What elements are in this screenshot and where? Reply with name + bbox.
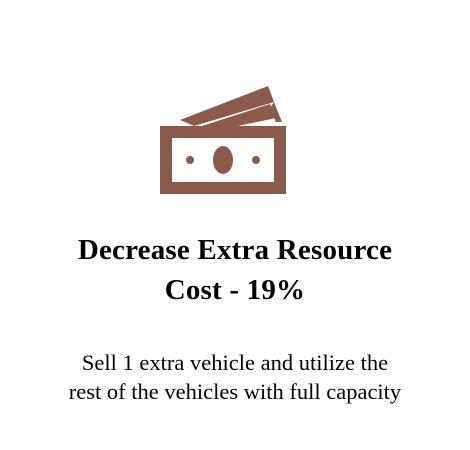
card-description-line-2: rest of the vehicles with full capacity <box>68 379 402 404</box>
card-description: Sell 1 extra vehicle and utilize the res… <box>0 348 470 406</box>
card-title-line-2: Cost - 19% <box>164 274 306 306</box>
card-title: Decrease Extra Resource Cost - 19% <box>0 230 470 310</box>
card-title-line-1: Decrease Extra Resource <box>77 234 393 266</box>
money-bills-icon <box>158 84 304 196</box>
card-description-line-1: Sell 1 extra vehicle and utilize the <box>81 350 389 375</box>
